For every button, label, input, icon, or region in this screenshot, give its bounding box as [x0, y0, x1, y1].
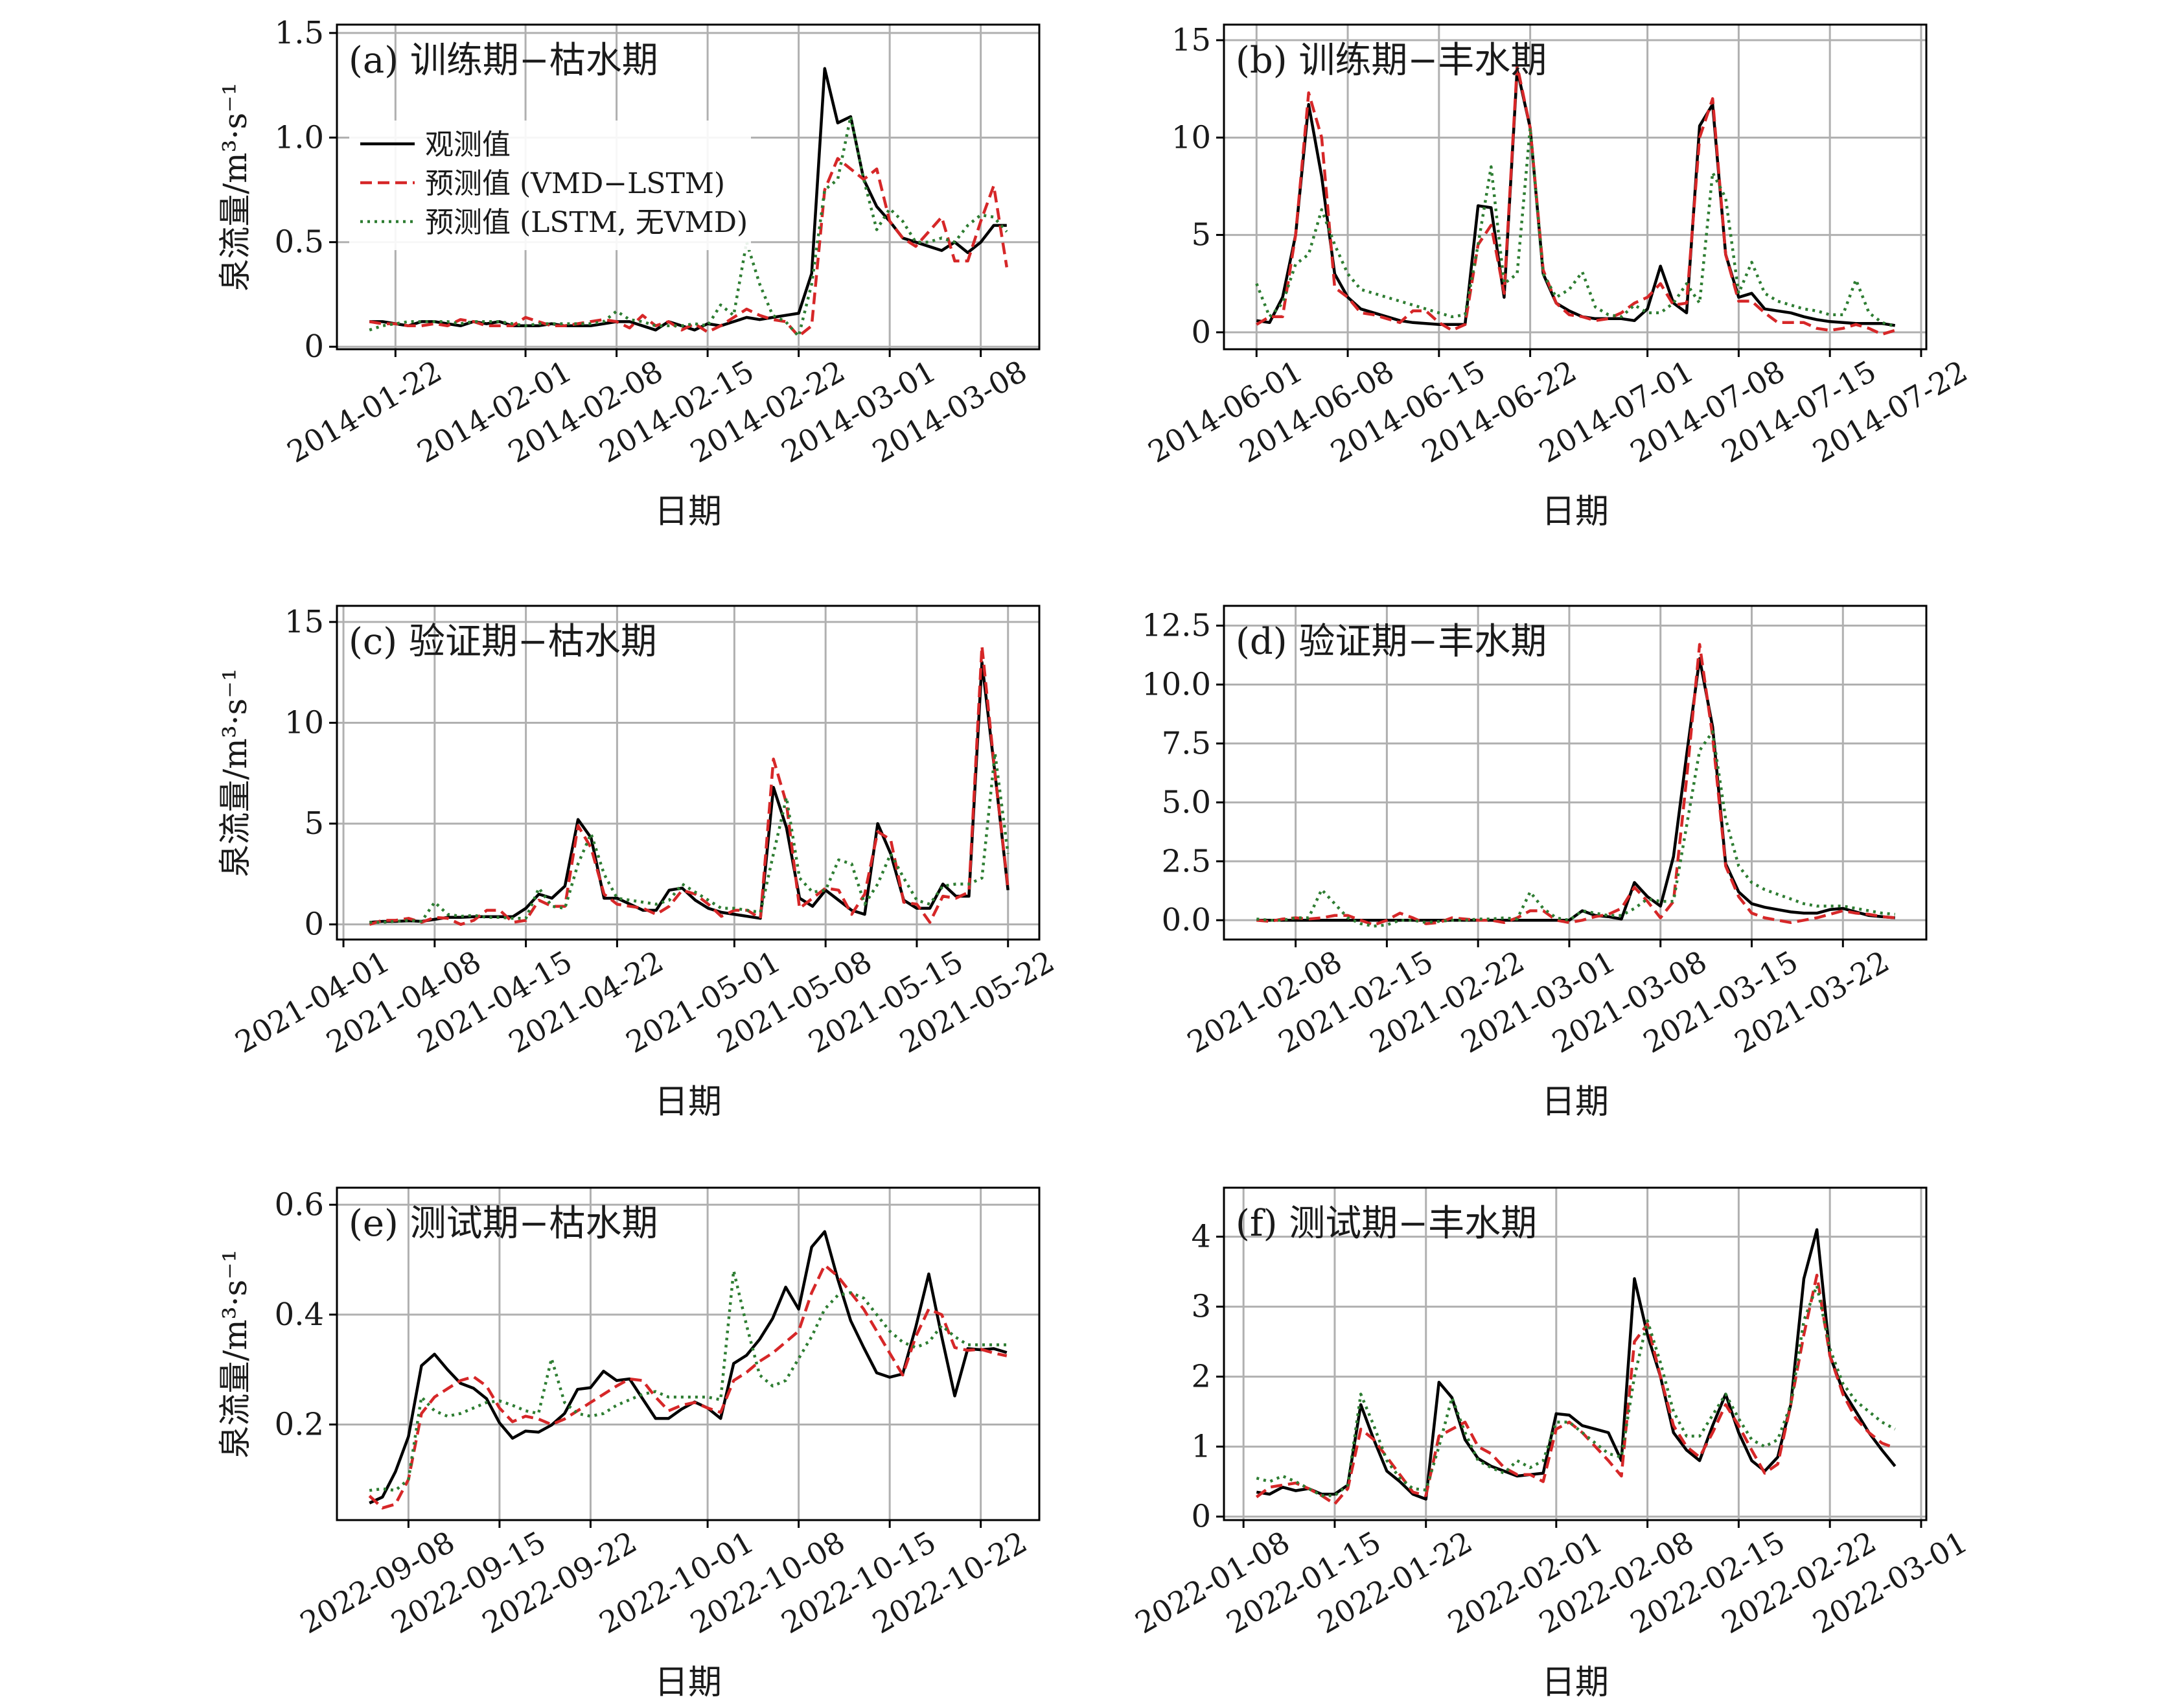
panel-e: 0.20.40.62022-09-082022-09-152022-09-222… [216, 1186, 1041, 1702]
series-line-vmd-lstm [1255, 1273, 1896, 1506]
y-axis-title: 泉流量/m³·s⁻¹ [216, 668, 254, 877]
y-tick-label: 3 [1191, 1289, 1211, 1325]
series-line-observed [1256, 67, 1896, 327]
panel-b: 0510152014-06-012014-06-082014-06-152014… [1142, 22, 1973, 531]
series-line-lstm [369, 751, 1009, 924]
panel-c: 0510152021-04-012021-04-082021-04-152021… [216, 604, 1060, 1122]
legend-box [349, 121, 751, 250]
y-tick-label: 5 [1191, 217, 1211, 253]
series-line-lstm [369, 115, 1008, 338]
series-line-vmd-lstm [1256, 63, 1896, 336]
y-axis-title: 泉流量/m³·s⁻¹ [216, 82, 254, 291]
panel-title: (e) 测试期−枯水期 [349, 1203, 658, 1245]
y-tick-label: 15 [284, 604, 324, 640]
legend-label: 观测值 [425, 128, 511, 161]
y-tick-label: 0 [304, 906, 324, 943]
panel-f: 012342022-01-082022-01-152022-01-222022-… [1129, 1186, 1973, 1702]
legend-label: 预测值 (LSTM, 无VMD) [425, 206, 748, 239]
panel-title: (b) 训练期−丰水期 [1236, 40, 1547, 82]
x-axis-title: 日期 [654, 1083, 722, 1122]
plot-area [1224, 25, 1926, 349]
y-tick-label: 0 [1191, 1499, 1211, 1535]
y-tick-label: 0.2 [275, 1406, 324, 1442]
axes-frame [336, 23, 1041, 351]
plot-area [1224, 606, 1926, 940]
plot-area [1224, 1188, 1926, 1520]
series-line-observed [369, 1230, 1008, 1505]
y-axis-title: 泉流量/m³·s⁻¹ [216, 1249, 254, 1458]
y-tick-label: 0.4 [275, 1297, 324, 1333]
y-tick-label: 12.5 [1142, 608, 1211, 644]
axes-frame [1223, 23, 1928, 351]
panel-title: (d) 验证期−丰水期 [1236, 621, 1547, 663]
y-tick-label: 0 [304, 329, 324, 365]
series-line-vmd-lstm [1256, 643, 1895, 927]
y-tick-label: 7.5 [1162, 725, 1211, 761]
y-tick-label: 4 [1191, 1219, 1211, 1255]
x-axis-title: 日期 [1541, 1663, 1609, 1702]
y-tick-label: 1.5 [275, 15, 324, 51]
series-line-vmd-lstm [369, 644, 1009, 926]
series-line-vmd-lstm [368, 1264, 1008, 1510]
series-line-lstm [369, 1269, 1007, 1492]
y-tick-label: 15 [1171, 22, 1211, 58]
y-tick-label: 10.0 [1142, 666, 1211, 702]
y-tick-label: 2.5 [1162, 843, 1211, 879]
y-tick-label: 5.0 [1162, 784, 1211, 820]
x-axis-title: 日期 [654, 1663, 722, 1702]
axes-frame [1223, 1186, 1928, 1521]
panel-title: (a) 训练期−枯水期 [349, 40, 658, 82]
y-tick-label: 1.0 [275, 119, 324, 156]
y-tick-label: 1 [1191, 1429, 1211, 1465]
axes-frame [1223, 605, 1928, 941]
panel-title: (c) 验证期−枯水期 [349, 621, 657, 663]
y-tick-label: 10 [1171, 119, 1211, 156]
y-tick-label: 0.6 [275, 1186, 324, 1223]
legend-label: 预测值 (VMD−LSTM) [425, 167, 725, 200]
x-axis-title: 日期 [1541, 492, 1609, 531]
axes-frame [336, 1186, 1041, 1521]
axes-frame [336, 605, 1041, 941]
y-tick-label: 0.5 [275, 224, 324, 260]
y-tick-label: 10 [284, 704, 324, 741]
x-axis-title: 日期 [654, 492, 722, 531]
x-axis-title: 日期 [1541, 1083, 1609, 1122]
y-tick-label: 0.0 [1162, 902, 1211, 938]
plot-area [337, 606, 1039, 940]
plot-area [337, 1188, 1039, 1520]
panel-a: 00.51.01.52014-01-222014-02-012014-02-08… [216, 15, 1041, 531]
y-tick-label: 2 [1191, 1359, 1211, 1395]
panel-title: (f) 测试期−丰水期 [1236, 1203, 1537, 1245]
y-tick-label: 5 [304, 805, 324, 842]
y-tick-label: 0 [1191, 314, 1211, 351]
series-line-lstm [1255, 126, 1896, 328]
panel-d: 0.02.55.07.510.012.52021-02-082021-02-15… [1142, 605, 1928, 1122]
